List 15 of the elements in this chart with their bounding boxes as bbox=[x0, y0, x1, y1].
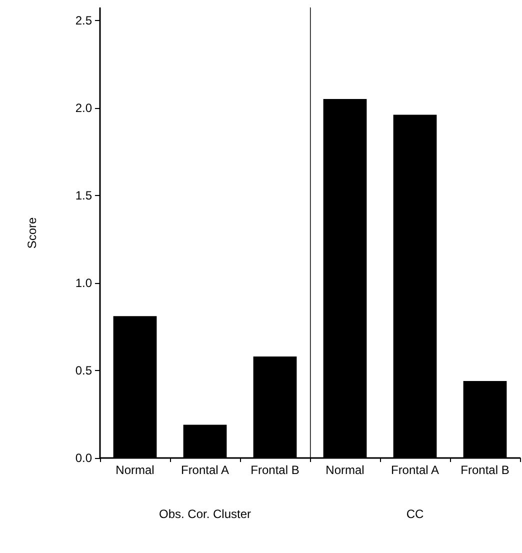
x-axis-title: Obs. Cor. Cluster bbox=[158, 507, 252, 521]
x-axis-title: CC bbox=[406, 507, 424, 521]
x-tick-label: Normal bbox=[116, 463, 154, 477]
y-tick-label: 1.5 bbox=[75, 188, 92, 202]
y-tick-label: 0.5 bbox=[75, 363, 92, 378]
y-axis-title: Score bbox=[25, 217, 39, 249]
x-tick-label: Frontal A bbox=[180, 463, 230, 477]
y-tick-label: 2.5 bbox=[75, 13, 92, 28]
x-tick-label: Normal bbox=[326, 463, 364, 477]
y-tick-label: 1.0 bbox=[75, 276, 92, 290]
x-tick-label: Frontal A bbox=[390, 463, 440, 477]
x-tick-label: Frontal B bbox=[250, 463, 300, 477]
x-tick-label: Frontal B bbox=[460, 463, 510, 477]
y-tick-label: 2.0 bbox=[75, 100, 92, 115]
y-tick-label: 0.0 bbox=[75, 451, 92, 465]
